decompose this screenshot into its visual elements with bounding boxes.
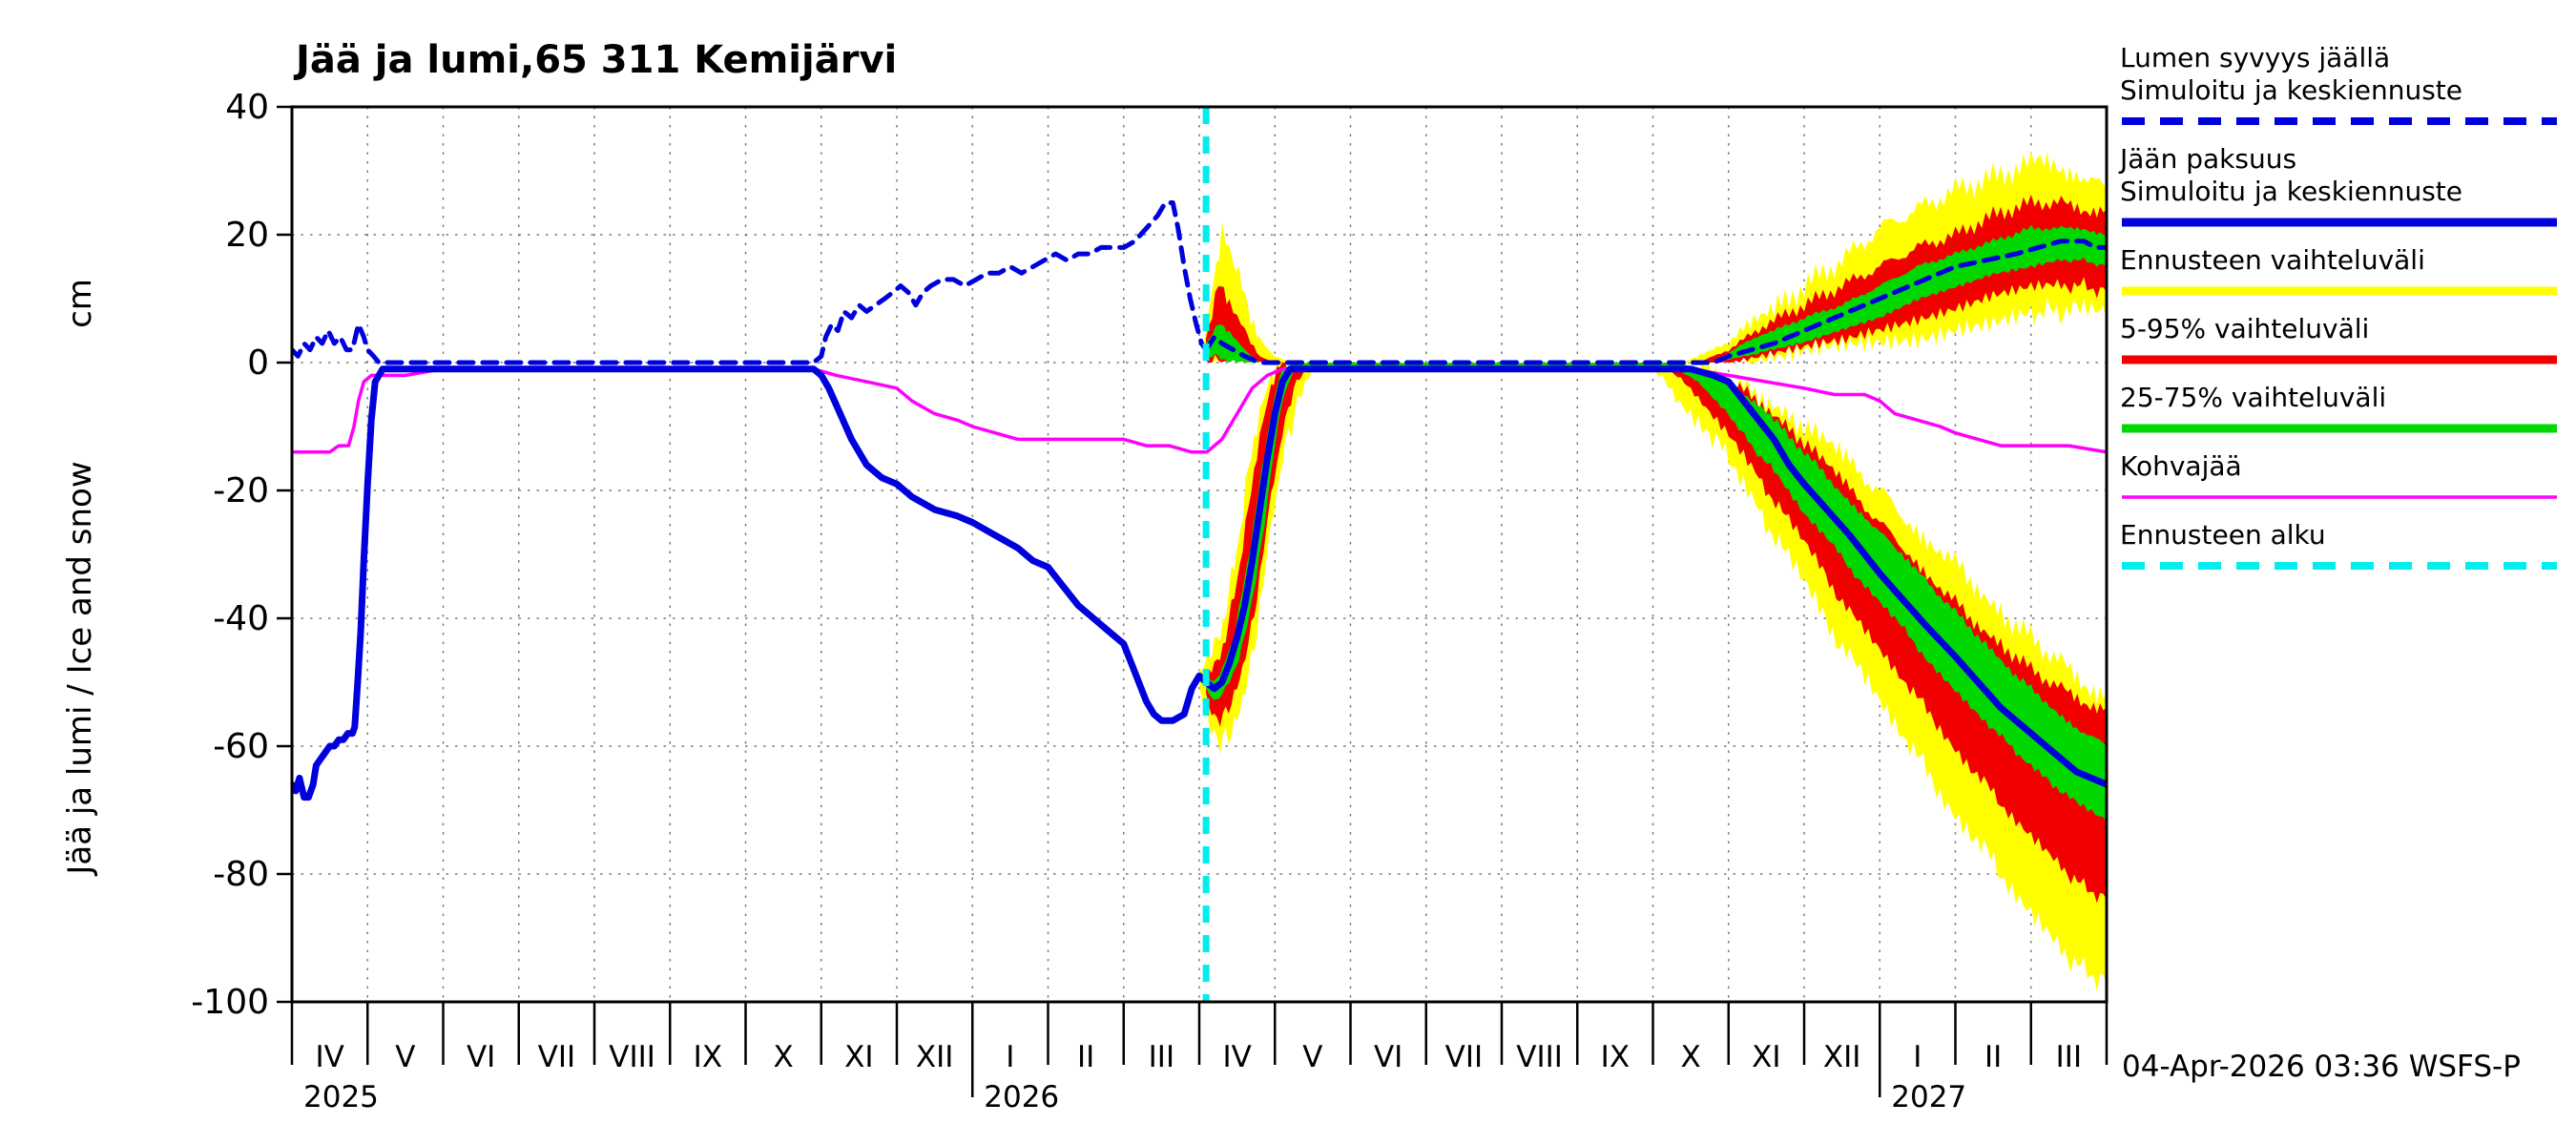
y-tick-label: -20 <box>213 471 269 510</box>
snow-simulated-line <box>292 200 1209 365</box>
x-month-label: XI <box>844 1040 873 1074</box>
x-year-label: 2027 <box>1891 1080 1966 1114</box>
y-tick-label: 40 <box>225 88 269 127</box>
legend-sample-line <box>2122 424 2557 433</box>
legend-sample-line <box>2122 562 2557 570</box>
y-tick-label: 0 <box>247 344 269 383</box>
x-month-label: X <box>774 1040 794 1074</box>
x-month-label: XII <box>916 1040 954 1074</box>
axis-ticks <box>277 105 2109 1097</box>
ice-simulated-line <box>292 365 1210 802</box>
x-month-label: VIII <box>1516 1040 1563 1074</box>
x-month-label: IX <box>694 1040 722 1074</box>
legend-sample-line <box>2122 218 2557 227</box>
legend-label: 25-75% vaihteluväli <box>2120 382 2565 414</box>
x-month-label: III <box>1149 1040 1174 1074</box>
band-ice-green <box>1206 363 2107 823</box>
x-month-label: IV <box>1222 1040 1251 1074</box>
x-month-label: IV <box>315 1040 343 1074</box>
legend-label-line: Jään paksuus <box>2120 143 2297 175</box>
x-month-label: VIII <box>609 1040 655 1074</box>
x-month-label: VII <box>538 1040 576 1074</box>
series-lines <box>292 200 2107 802</box>
legend-label-line: Lumen syvyys jäällä <box>2120 42 2391 73</box>
legend-label-line: Simuloitu ja keskiennuste <box>2120 74 2463 106</box>
y-tick-label: -60 <box>213 727 269 766</box>
x-month-label: XI <box>1752 1040 1780 1074</box>
y-axis-unit: cm <box>61 279 99 328</box>
legend-sample-line <box>2122 117 2557 125</box>
x-month-label: III <box>2056 1040 2082 1074</box>
x-month-label: VII <box>1445 1040 1484 1074</box>
legend-item-6: Kohvajää <box>2120 450 2565 505</box>
legend-label-line: 25-75% vaihteluväli <box>2120 382 2387 413</box>
legend-sample-line <box>2122 355 2557 364</box>
legend-label-line: Kohvajää <box>2120 450 2242 482</box>
forecast-bands <box>1199 151 2107 991</box>
legend-label: Ennusteen vaihteluväli <box>2120 244 2565 277</box>
x-year-label: 2026 <box>984 1080 1059 1114</box>
legend-item-1: Lumen syvyys jäällä Simuloitu ja keskienn… <box>2120 42 2565 129</box>
datestamp: 04-Apr-2026 03:36 WSFS-P <box>2122 1050 2521 1084</box>
y-tick-label: -100 <box>191 983 269 1022</box>
legend-item-7: Ennusteen alku <box>2120 519 2565 573</box>
band-snow-green <box>1206 224 2107 363</box>
axis-text: Jää ja lumi,65 311 Kemijärvi 40 20 0 -20 -40 -… <box>61 38 2082 1114</box>
x-month-label: V <box>1302 1040 1322 1074</box>
legend-label: Lumen syvyys jäällä Simuloitu ja keskienn… <box>2120 42 2565 107</box>
x-month-label: IX <box>1601 1040 1630 1074</box>
snow-forecast-median-line <box>1203 239 2107 365</box>
x-month-label: II <box>1984 1040 2002 1074</box>
y-tick-label: -40 <box>213 599 269 638</box>
chart-title: Jää ja lumi,65 311 Kemijärvi <box>293 38 897 82</box>
legend: Lumen syvyys jäällä Simuloitu ja keskienn… <box>2120 42 2565 588</box>
legend-label-line: Ennusteen vaihteluväli <box>2120 244 2425 276</box>
x-month-label: VI <box>467 1040 495 1074</box>
x-year-label: 2025 <box>303 1080 379 1114</box>
grid <box>292 107 2107 1002</box>
x-month-label: X <box>1681 1040 1701 1074</box>
x-month-label: VI <box>1374 1040 1402 1074</box>
x-month-label: I <box>1913 1040 1922 1074</box>
y-axis-label: Jää ja lumi / Ice and snow <box>61 461 99 876</box>
legend-label: 5-95% vaihteluväli <box>2120 313 2565 345</box>
legend-label-line: 5-95% vaihteluväli <box>2120 313 2370 344</box>
x-month-label: II <box>1077 1040 1094 1074</box>
legend-item-4: 5-95% vaihteluväli <box>2120 313 2565 367</box>
legend-label-line: Simuloitu ja keskiennuste <box>2120 176 2463 207</box>
legend-label: Ennusteen alku <box>2120 519 2565 552</box>
legend-item-3: Ennusteen vaihteluväli <box>2120 244 2565 299</box>
legend-label: Jään paksuus Simuloitu ja keskiennuste <box>2120 143 2565 208</box>
band-snow-red <box>1206 194 2107 363</box>
legend-item-2: Jään paksuus Simuloitu ja keskiennuste <box>2120 143 2565 230</box>
legend-sample-line <box>2122 286 2557 296</box>
legend-sample-line <box>2122 495 2557 499</box>
y-tick-label: -80 <box>213 855 269 894</box>
legend-label: Kohvajää <box>2120 450 2565 483</box>
legend-item-5: 25-75% vaihteluväli <box>2120 382 2565 436</box>
x-month-label: I <box>1006 1040 1014 1074</box>
ice-forecast-median-line <box>1202 365 2107 788</box>
x-month-label: XII <box>1823 1040 1861 1074</box>
band-ice-yellow <box>1199 363 2107 991</box>
y-tick-label: 20 <box>225 216 269 255</box>
x-month-label: V <box>395 1040 415 1074</box>
legend-label-line: Ennusteen alku <box>2120 519 2326 551</box>
